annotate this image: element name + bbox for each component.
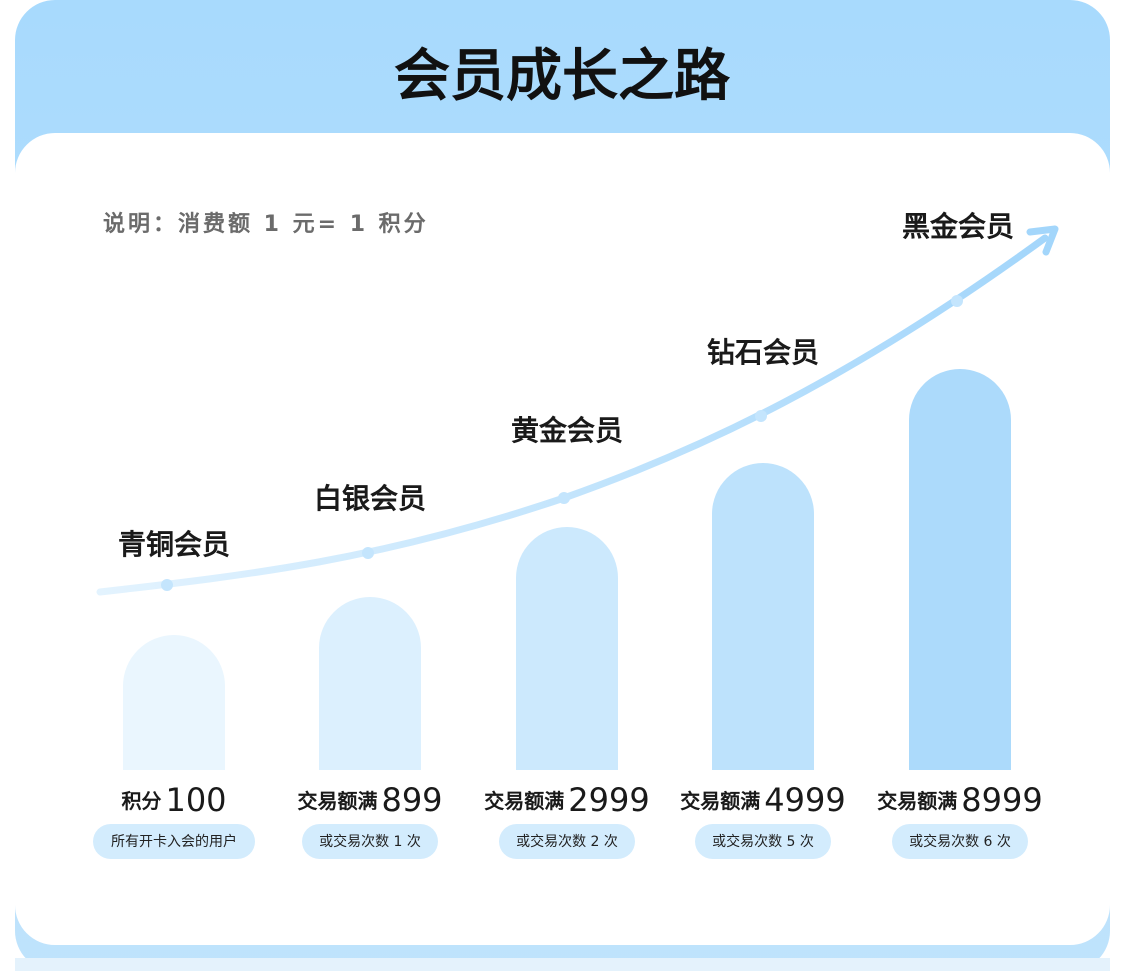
tier-bar [909,369,1011,770]
condition-amount: 8999 [961,781,1042,819]
condition-amount: 899 [381,781,442,819]
arrow-head [1026,225,1059,256]
tier-name: 青铜会员 [118,528,230,561]
sub-pill [695,824,831,859]
tier-sub: 或交易次数 5 次 [712,833,814,850]
sub-pill [892,824,1028,859]
tier-sub: 或交易次数 6 次 [909,833,1011,850]
curve-dot [558,492,570,504]
sub-pill [499,824,635,859]
curve-dot [951,295,963,307]
curve-dot [755,410,767,422]
tier-bar [319,597,421,770]
condition-amount: 100 [165,781,226,819]
tier-condition: 交易额满 2999 [484,781,649,819]
tier-sub: 或交易次数 1 次 [319,833,421,850]
tier-name: 白银会员 [314,482,426,515]
condition-label: 交易额满 [877,789,957,813]
condition-label: 交易额满 [484,789,564,813]
tier-name: 黑金会员 [902,210,1014,243]
sub-pill [302,824,438,859]
condition-label: 交易额满 [297,789,377,813]
curve-dot [161,579,173,591]
condition-amount: 2999 [568,781,649,819]
tier-name: 钻石会员 [707,336,819,369]
tier-bar [123,635,225,770]
tier-condition: 交易额满 4999 [680,781,845,819]
bottom-strip [15,958,1110,971]
tier-sub: 或交易次数 2 次 [516,833,618,850]
tier-bar [712,463,814,770]
tier-name: 黄金会员 [511,414,623,447]
tier-bar [516,527,618,770]
sub-pill [93,824,255,859]
condition-amount: 4999 [764,781,845,819]
curve-dot [362,547,374,559]
condition-label: 交易额满 [680,789,760,813]
tier-condition: 交易额满 899 [297,781,442,819]
tier-sub: 所有开卡入会的用户 [111,833,237,850]
tier-condition: 积分 100 [121,781,226,819]
title: 会员成长之路 [394,44,731,109]
note: 说明：消费额 1 元= 1 积分 [103,211,429,237]
tier-condition: 交易额满 8999 [877,781,1042,819]
condition-label: 积分 [121,789,161,813]
